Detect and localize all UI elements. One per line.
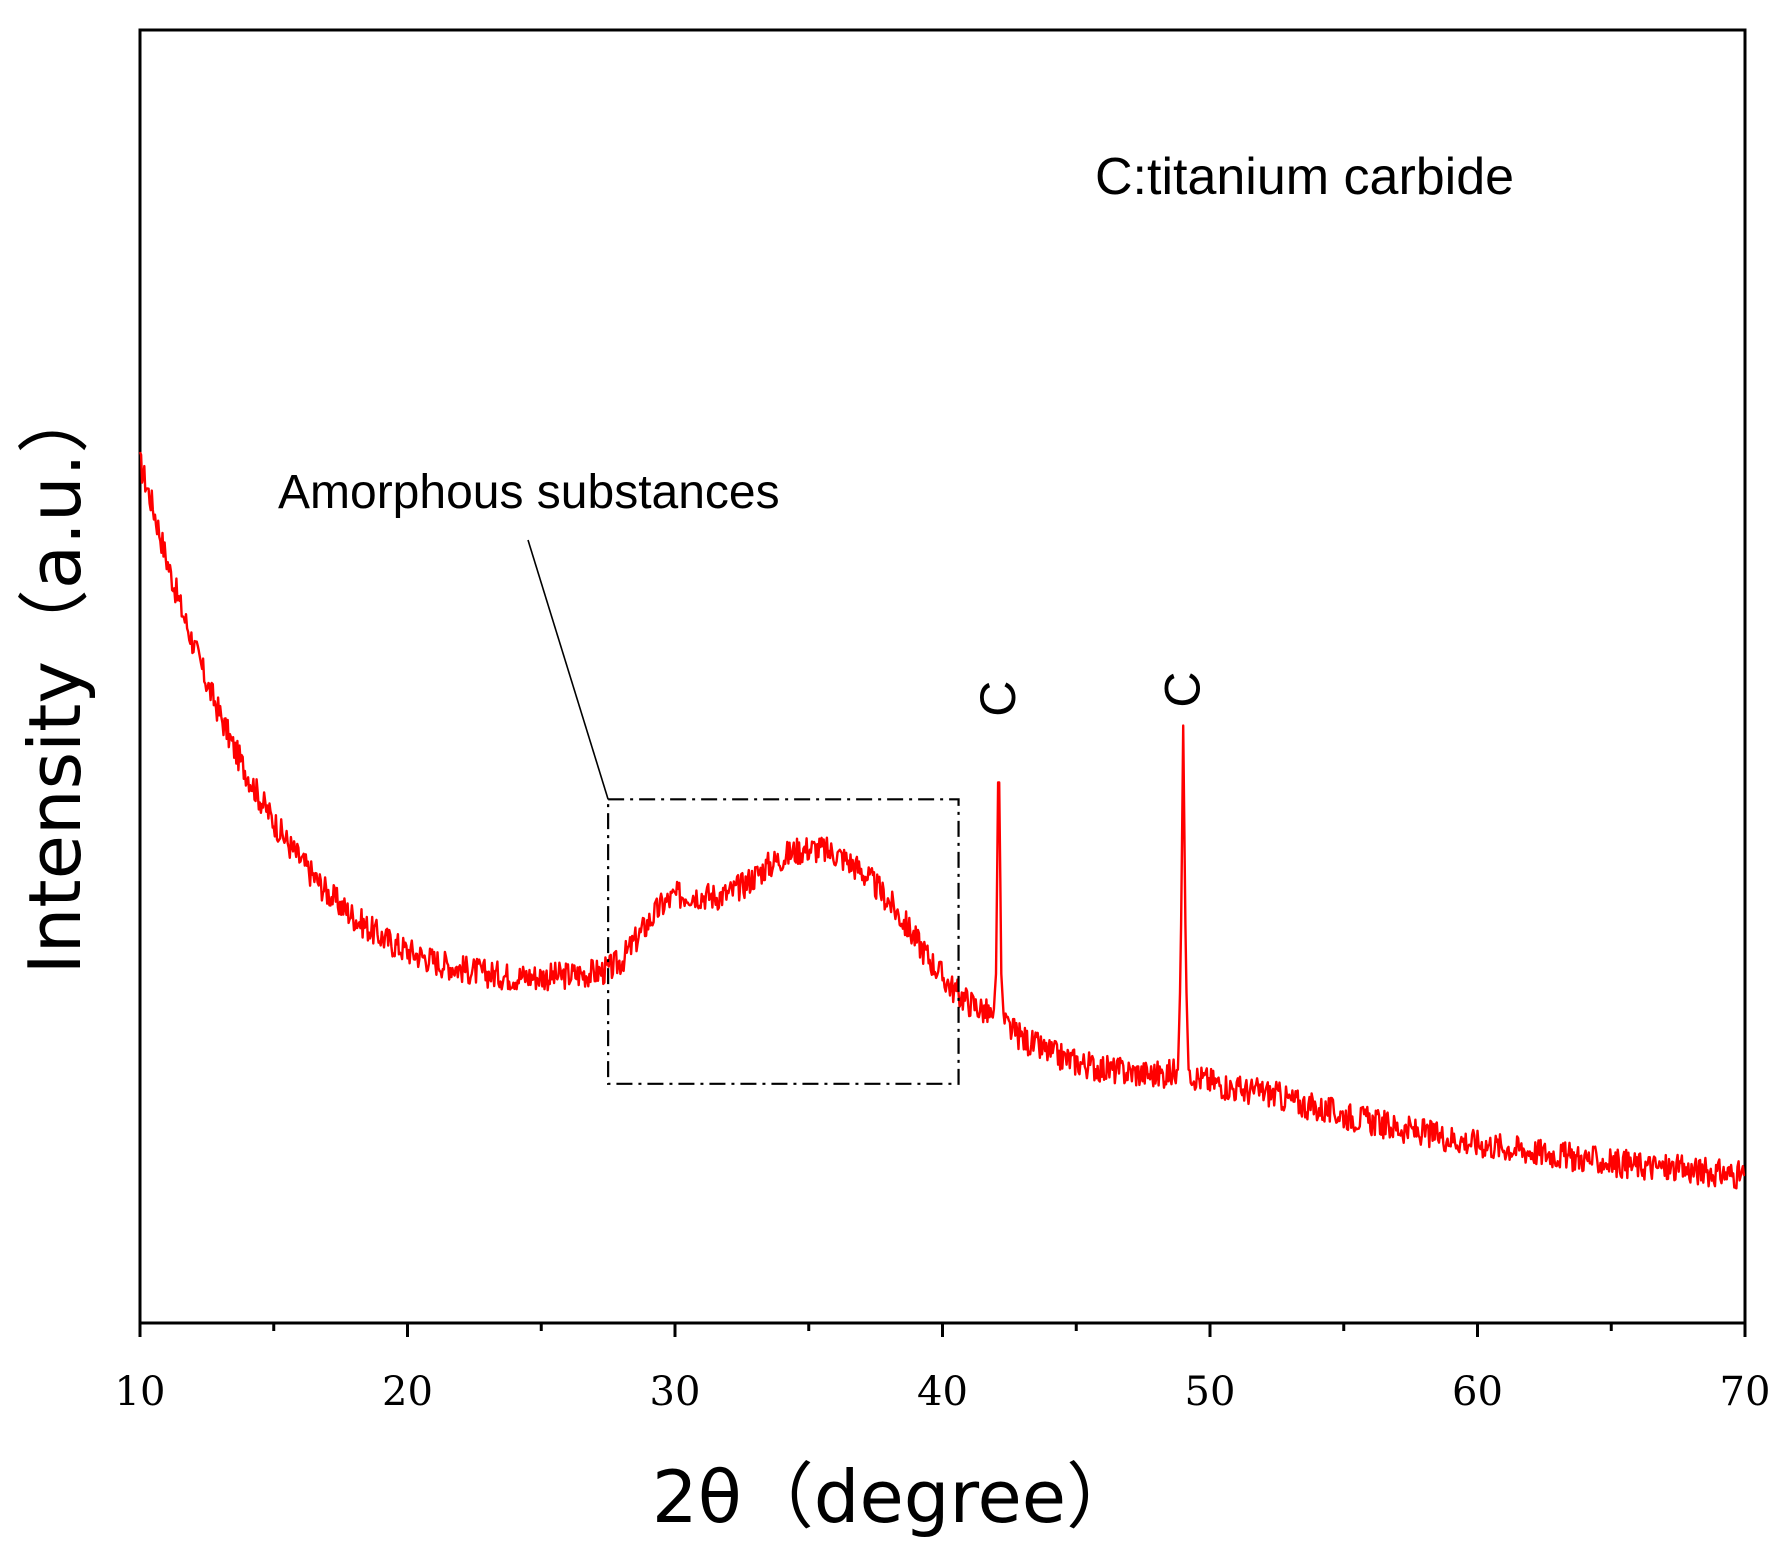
x-axis-tick-labels: 10 20 30 40 50 60 70	[115, 1369, 1771, 1415]
x-tick-label: 10	[115, 1369, 166, 1415]
x-tick-label: 20	[382, 1369, 433, 1415]
amorphous-region-label: Amorphous substances	[278, 466, 780, 519]
x-tick-label: 60	[1452, 1369, 1503, 1415]
peak-label-titanium-carbide-1: C	[970, 681, 1026, 717]
x-tick-label: 40	[917, 1369, 968, 1415]
amorphous-region-leader-line	[527, 539, 609, 800]
x-tick-label: 30	[650, 1369, 701, 1415]
x-tick-label: 70	[1720, 1369, 1771, 1415]
plot-frame	[138, 28, 1747, 1325]
amorphous-region-box	[607, 798, 960, 1085]
legend-note: C:titanium carbide	[1095, 148, 1514, 206]
x-axis-title: 2θ（degree）	[652, 1455, 1138, 1539]
xrd-series-line	[138, 451, 1746, 1190]
peak-label-titanium-carbide-2: C	[1154, 672, 1210, 708]
x-axis-ticks	[138, 1323, 1747, 1337]
x-tick-label: 50	[1185, 1369, 1236, 1415]
y-axis-title: Intensity（a.u.）	[13, 382, 97, 975]
